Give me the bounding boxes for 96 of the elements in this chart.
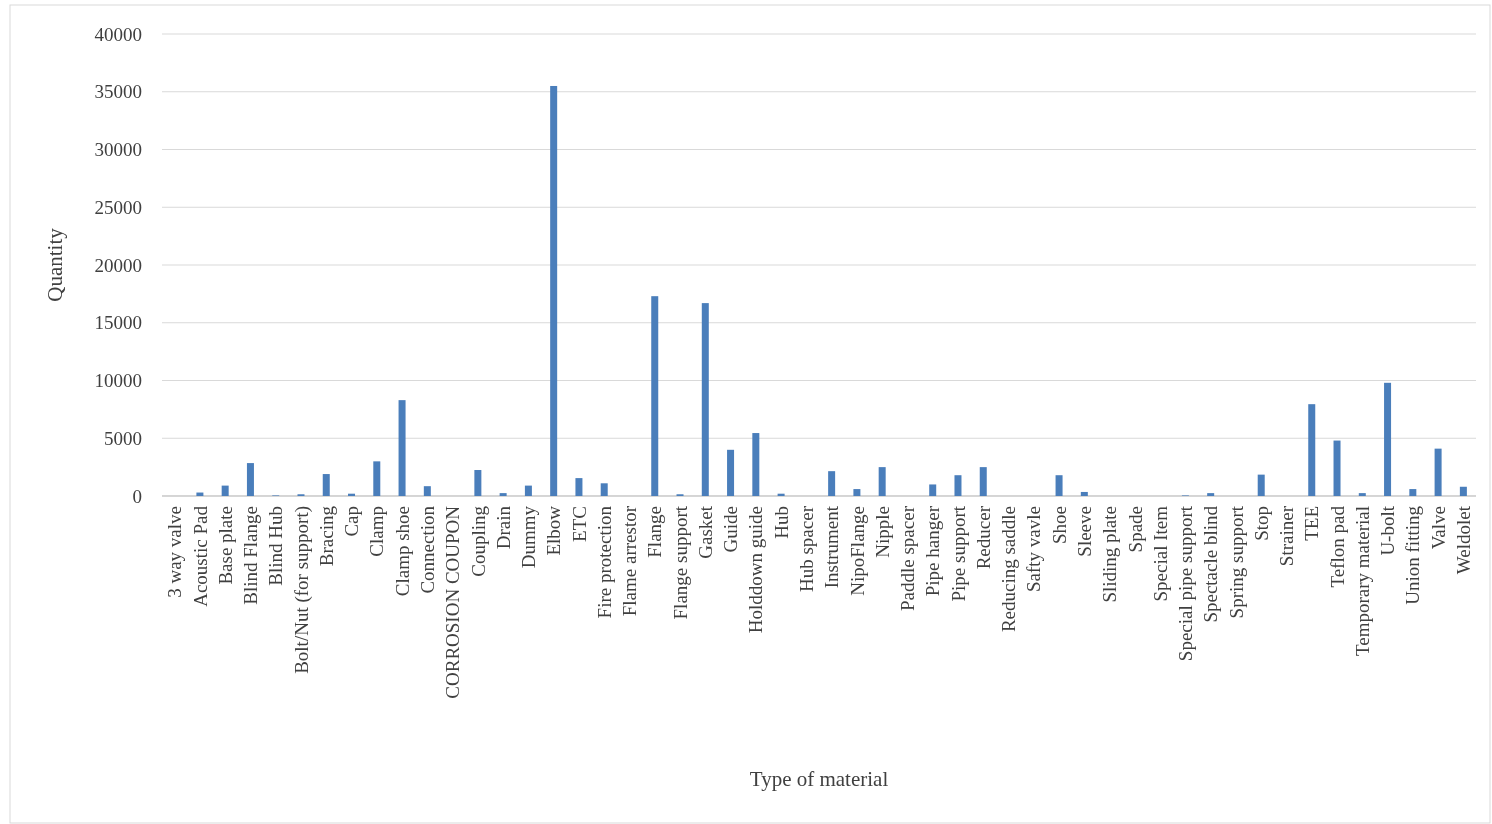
y-tick-label: 0 xyxy=(132,485,142,507)
x-tick-label: U-bolt xyxy=(1377,505,1399,556)
bar xyxy=(1257,474,1265,496)
bar xyxy=(752,433,760,496)
bar xyxy=(1055,475,1063,496)
y-tick-label: 10000 xyxy=(94,370,142,392)
x-tick-label: Coupling xyxy=(467,505,489,577)
x-tick-label: Teflon pad xyxy=(1326,505,1348,588)
x-tick-label: Spade xyxy=(1124,506,1146,553)
x-tick-label: Flame arrestor xyxy=(619,505,641,617)
x-tick-label: Dummy xyxy=(518,505,540,569)
bar xyxy=(1308,404,1316,496)
y-tick-label: 20000 xyxy=(94,254,142,276)
x-tick-label: Hub xyxy=(770,506,792,539)
bar xyxy=(878,467,886,496)
x-tick-label: Clamp xyxy=(366,506,388,557)
x-tick-label: TEE xyxy=(1301,506,1323,541)
bar xyxy=(398,400,406,496)
x-tick-label: Spring support xyxy=(1225,505,1247,619)
x-tick-label: Elbow xyxy=(543,505,565,556)
x-tick-label: Nipple xyxy=(871,506,893,558)
x-tick-label: Fire protection xyxy=(593,505,615,619)
bar xyxy=(423,486,431,496)
x-tick-label: Shoe xyxy=(1048,506,1070,544)
bar xyxy=(1459,486,1467,496)
x-tick-label: Drain xyxy=(492,505,514,550)
bar xyxy=(701,303,709,496)
x-tick-label: Spectacle blind xyxy=(1200,505,1222,623)
y-tick-label: 15000 xyxy=(94,312,142,334)
bar xyxy=(1333,440,1341,496)
bar xyxy=(1434,448,1442,496)
y-tick-label: 25000 xyxy=(94,196,142,218)
x-tick-label: Temporary material xyxy=(1351,506,1373,657)
bar xyxy=(550,85,558,496)
x-tick-label: Guide xyxy=(720,506,742,553)
x-tick-label: Instrument xyxy=(821,505,843,589)
y-axis-title: Quantity xyxy=(43,227,67,302)
bar xyxy=(1384,382,1392,496)
x-tick-label: CORROSION COUPON xyxy=(442,505,464,699)
bar xyxy=(221,485,229,496)
x-tick-label: Special Item xyxy=(1149,505,1171,602)
y-tick-label: 30000 xyxy=(94,139,142,161)
x-tick-label: Blind Hub xyxy=(265,506,287,586)
x-tick-label: 3 way valve xyxy=(164,506,186,598)
bar xyxy=(853,489,861,496)
bar xyxy=(979,467,987,496)
bar xyxy=(524,485,532,496)
bar xyxy=(600,483,608,496)
y-tick-label: 40000 xyxy=(94,23,142,45)
x-tick-label: Pipe support xyxy=(947,505,969,602)
bar xyxy=(1207,493,1215,496)
bar xyxy=(1080,491,1088,496)
x-tick-label: ETC xyxy=(568,506,590,542)
x-tick-label: Bracing xyxy=(315,505,337,567)
bar xyxy=(929,484,937,496)
x-tick-label: Sliding plate xyxy=(1099,506,1121,603)
bar xyxy=(575,478,583,496)
x-tick-label: Connection xyxy=(416,505,438,594)
x-tick-label: Gasket xyxy=(694,505,716,559)
bar xyxy=(828,471,836,496)
x-tick-label: Blind Flange xyxy=(240,506,262,605)
bar xyxy=(954,475,962,496)
x-tick-label: Reducing saddle xyxy=(998,506,1020,633)
x-tick-label: Weldolet xyxy=(1453,505,1475,575)
x-tick-label: Flange support xyxy=(669,505,691,620)
x-tick-label: Paddle spacer xyxy=(897,505,919,611)
bar xyxy=(651,296,659,496)
x-tick-label: Valve xyxy=(1427,506,1449,550)
bar xyxy=(373,461,381,496)
x-tick-label: Reducer xyxy=(972,505,994,570)
bar xyxy=(1409,489,1417,496)
x-tick-label: Hub spacer xyxy=(796,505,818,592)
bar xyxy=(474,470,482,496)
x-tick-label: Stop xyxy=(1250,506,1272,541)
x-tick-label: NipoFlange xyxy=(846,506,868,596)
x-tick-label: Strainer xyxy=(1276,505,1298,567)
x-tick-label: Union fitting xyxy=(1402,505,1424,605)
bar xyxy=(499,493,507,496)
x-tick-label: Bolt/Nut (for support) xyxy=(290,506,313,674)
bar xyxy=(727,449,735,496)
x-tick-label: Special pipe support xyxy=(1175,505,1197,662)
x-tick-label: Flange xyxy=(644,506,666,558)
x-tick-label: Pipe hanger xyxy=(922,505,944,597)
x-tick-label: Safty vavle xyxy=(1023,506,1045,593)
x-tick-label: Clamp shoe xyxy=(391,506,413,597)
bar xyxy=(246,463,254,496)
x-tick-label: Sleeve xyxy=(1073,506,1095,557)
x-tick-label: Acoustic Pad xyxy=(189,505,211,607)
x-tick-label: Base plate xyxy=(214,506,236,585)
bar xyxy=(1358,493,1366,496)
x-tick-label: Holddown guide xyxy=(745,506,767,634)
x-axis-title: Type of material xyxy=(749,767,889,791)
bar xyxy=(322,474,330,496)
y-tick-label: 35000 xyxy=(94,81,142,103)
y-tick-label: 5000 xyxy=(104,427,142,449)
x-tick-label: Cap xyxy=(341,506,363,537)
